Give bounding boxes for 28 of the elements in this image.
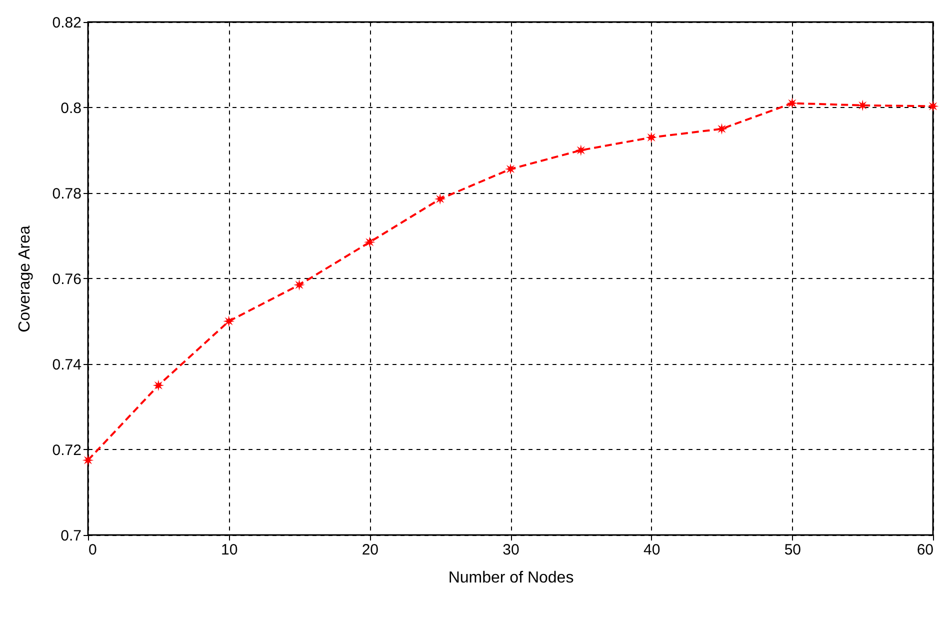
point <box>646 132 658 144</box>
point <box>504 163 516 175</box>
point <box>716 123 728 135</box>
y-tick-label: 0.78 <box>52 186 82 202</box>
point <box>434 193 446 205</box>
point <box>152 380 164 392</box>
y-tick-label: 0.72 <box>52 442 82 459</box>
y-tick-label: 0.76 <box>52 271 82 288</box>
x-tick-label: 0 <box>88 542 97 558</box>
x-tick-label: 10 <box>220 542 238 558</box>
x-tick-label: 40 <box>643 542 660 558</box>
point <box>575 144 587 156</box>
y-tick-label: 0.82 <box>52 14 82 32</box>
x-axis-title: Number of Nodes <box>448 570 574 586</box>
point <box>82 454 94 466</box>
point <box>786 98 798 109</box>
y-tick-label: 0.8 <box>60 100 82 117</box>
point <box>364 236 376 248</box>
x-tick-label: 30 <box>502 542 520 558</box>
y-tick-label: 0.7 <box>60 528 82 544</box>
y-tick-label: 0.74 <box>52 356 82 374</box>
point <box>294 279 305 291</box>
x-tick-label: 50 <box>784 542 802 558</box>
x-tick-label: 20 <box>362 542 379 558</box>
y-axis-title: Coverage Area <box>16 226 34 332</box>
x-tick-label: 60 <box>916 542 934 558</box>
point <box>223 316 235 327</box>
point <box>927 100 939 112</box>
